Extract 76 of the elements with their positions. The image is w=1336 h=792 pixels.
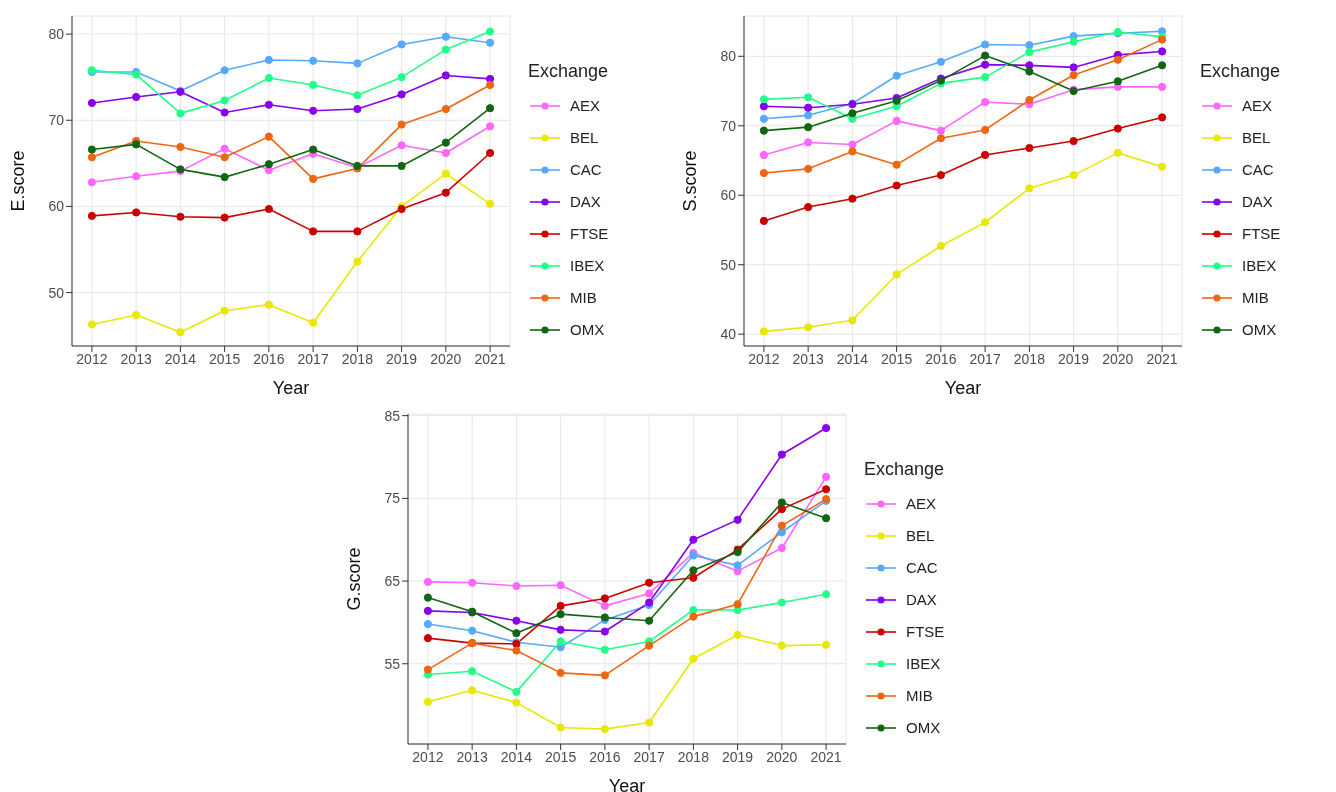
- legend-label: AEX: [1242, 97, 1273, 114]
- x-tick-label: 2015: [209, 350, 241, 367]
- x-tick-label: 2012: [412, 748, 444, 765]
- y-tick-label: 60: [720, 187, 737, 204]
- legend-label: DAX: [1242, 193, 1273, 210]
- x-tick-label: 2017: [969, 350, 1001, 367]
- x-tick-label: 2020: [766, 748, 798, 765]
- x-tick-label: 2017: [297, 350, 329, 367]
- y-tick-label: 75: [384, 490, 401, 507]
- legend-label: CAC: [1242, 161, 1274, 178]
- legend-label: BEL: [1242, 129, 1271, 146]
- x-tick-label: 2018: [1013, 350, 1046, 367]
- x-tick-label: 2013: [456, 748, 488, 765]
- x-tick-label: 2017: [633, 748, 665, 765]
- legend-label: DAX: [906, 591, 937, 608]
- legend-label: CAC: [570, 161, 602, 178]
- x-axis-title: Year: [608, 776, 646, 792]
- x-tick-label: 2012: [76, 350, 108, 367]
- x-tick-label: 2021: [474, 350, 506, 367]
- x-tick-label: 2021: [1146, 350, 1178, 367]
- legend-title: Exchange: [1200, 60, 1282, 82]
- x-tick-label: 2021: [810, 748, 842, 765]
- y-tick-label: 55: [384, 655, 401, 672]
- legend-label: BEL: [570, 129, 599, 146]
- x-tick-label: 2016: [253, 350, 285, 367]
- y-tick-label: 85: [384, 407, 401, 424]
- x-tick-label: 2013: [792, 350, 824, 367]
- x-axis-title: Year: [272, 378, 310, 398]
- y-tick-label: 80: [48, 26, 65, 43]
- legend-label: MIB: [1242, 289, 1269, 306]
- y-tick-label: 80: [720, 48, 737, 65]
- legend-label: IBEX: [1242, 257, 1277, 274]
- x-tick-label: 2019: [1058, 350, 1090, 367]
- legend-label: IBEX: [906, 655, 941, 672]
- y-axis-title: G.score: [344, 547, 365, 611]
- y-tick-label: 70: [48, 112, 65, 129]
- y-axis-title: S.score: [680, 150, 701, 212]
- legend-label: AEX: [570, 97, 601, 114]
- x-tick-label: 2018: [341, 350, 374, 367]
- legend-label: BEL: [906, 527, 935, 544]
- x-tick-label: 2019: [722, 748, 754, 765]
- y-tick-label: 65: [384, 573, 401, 590]
- y-tick-label: 40: [720, 326, 737, 343]
- legend-label: DAX: [570, 193, 601, 210]
- legend-label: FTSE: [906, 623, 945, 640]
- y-tick-label: 50: [720, 256, 737, 273]
- x-tick-label: 2015: [881, 350, 913, 367]
- legend-label: OMX: [1242, 321, 1277, 338]
- x-tick-label: 2016: [589, 748, 621, 765]
- x-tick-label: 2014: [164, 350, 197, 367]
- x-tick-label: 2013: [120, 350, 152, 367]
- y-tick-label: 70: [720, 117, 737, 134]
- legend-label: MIB: [906, 687, 933, 704]
- x-tick-label: 2020: [1102, 350, 1134, 367]
- y-tick-label: 50: [48, 284, 65, 301]
- legend-label: FTSE: [1242, 225, 1281, 242]
- y-tick-label: 60: [48, 198, 65, 215]
- legend-label: AEX: [906, 495, 937, 512]
- y-axis-title: E.score: [8, 150, 29, 212]
- legend-label: IBEX: [570, 257, 605, 274]
- x-tick-label: 2014: [836, 350, 869, 367]
- x-tick-label: 2012: [748, 350, 780, 367]
- legend-label: OMX: [906, 719, 941, 736]
- x-tick-label: 2020: [430, 350, 462, 367]
- legend-label: OMX: [570, 321, 605, 338]
- legend-title: Exchange: [864, 458, 946, 480]
- x-tick-label: 2016: [925, 350, 957, 367]
- legend-title: Exchange: [528, 60, 610, 82]
- legend-label: MIB: [570, 289, 597, 306]
- legend-label: FTSE: [570, 225, 609, 242]
- x-tick-label: 2014: [500, 748, 533, 765]
- x-tick-label: 2018: [677, 748, 710, 765]
- x-tick-label: 2015: [545, 748, 577, 765]
- x-tick-label: 2019: [386, 350, 418, 367]
- x-axis-title: Year: [944, 378, 982, 398]
- legend-label: CAC: [906, 559, 938, 576]
